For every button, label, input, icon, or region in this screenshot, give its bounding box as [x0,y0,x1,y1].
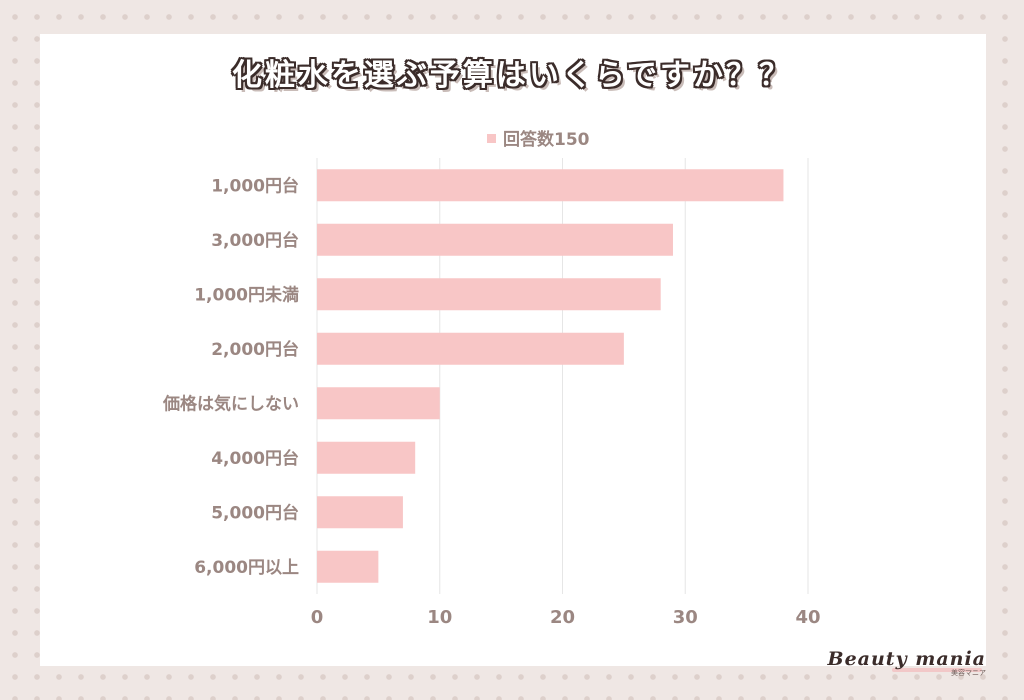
x-tick-label: 30 [673,607,698,628]
logo-text: Beauty mania [827,648,986,670]
legend-label: 回答数150 [503,129,590,150]
x-tick-label: 0 [311,607,324,628]
category-label: 5,000円台 [211,502,299,523]
chart-title: 化粧水を選ぶ予算はいくらですか？？ [231,58,793,93]
x-tick-label: 10 [427,607,452,628]
bar [317,169,784,202]
bar [317,387,440,420]
category-label: 3,000円台 [211,230,299,251]
bar [317,550,379,583]
logo-subtext: 美容マニア [951,669,986,677]
bar [317,223,673,256]
brand-logo: Beauty mania 美容マニア [828,648,986,678]
category-label: 2,000円台 [211,339,299,360]
legend-swatch [487,134,496,143]
category-label: 1,000円台 [211,175,299,196]
category-label: 4,000円台 [211,448,299,469]
x-tick-label: 20 [550,607,575,628]
category-label: 価格は気にしない [162,393,299,414]
bar [317,496,403,529]
bar [317,278,661,311]
category-label: 6,000円以上 [194,558,299,578]
bar [317,332,624,365]
x-tick-label: 40 [795,607,820,628]
category-label: 1,000円未満 [194,284,299,305]
bar [317,441,416,474]
